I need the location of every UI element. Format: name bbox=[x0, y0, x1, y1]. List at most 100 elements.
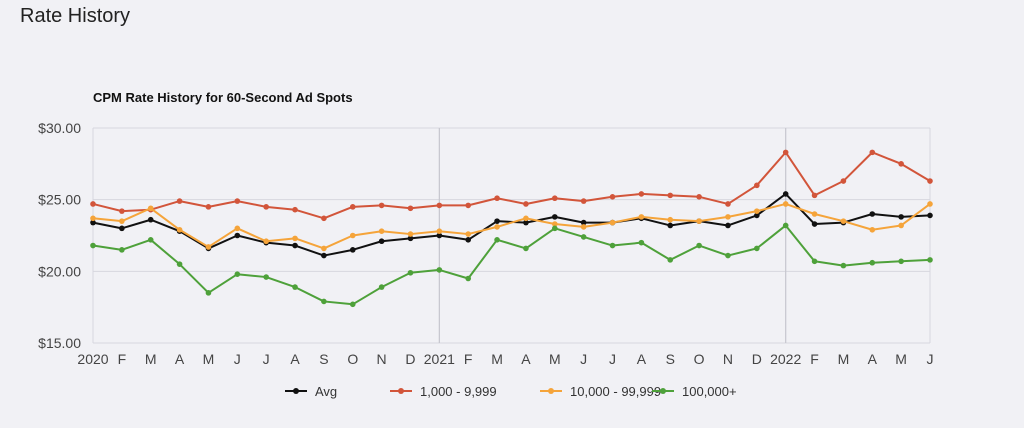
data-point bbox=[840, 178, 847, 184]
x-tick-label: M bbox=[838, 351, 850, 367]
data-point bbox=[321, 252, 327, 259]
x-tick-label: F bbox=[810, 351, 819, 367]
legend: Avg 1,000 - 9,999 10,000 - 99,999 100,000+ bbox=[285, 384, 737, 399]
data-point bbox=[638, 214, 645, 220]
data-point bbox=[465, 231, 472, 237]
y-tick-label: $20.00 bbox=[38, 263, 81, 279]
legend-swatch-marker bbox=[293, 388, 299, 394]
data-point bbox=[609, 194, 616, 200]
data-point bbox=[465, 202, 472, 209]
data-point bbox=[119, 218, 125, 224]
data-point bbox=[638, 191, 645, 197]
series-1 bbox=[90, 149, 933, 222]
data-point bbox=[725, 222, 731, 229]
data-point bbox=[927, 257, 933, 263]
grid-layer bbox=[92, 127, 931, 344]
data-point bbox=[696, 218, 702, 224]
data-point bbox=[234, 232, 241, 239]
data-point bbox=[551, 225, 558, 232]
data-point bbox=[869, 226, 876, 233]
data-point bbox=[205, 290, 212, 296]
data-point bbox=[725, 201, 731, 207]
data-point bbox=[869, 211, 876, 217]
data-point bbox=[782, 201, 789, 207]
legend-swatch-marker bbox=[548, 388, 554, 394]
data-point bbox=[90, 242, 96, 249]
chart-title: CPM Rate History for 60-Second Ad Spots bbox=[93, 90, 353, 105]
data-point bbox=[494, 237, 500, 243]
page-title: Rate History bbox=[20, 5, 131, 27]
x-tick-label: M bbox=[491, 351, 503, 367]
data-point bbox=[147, 205, 154, 212]
y-tick-label: $30.00 bbox=[38, 120, 81, 136]
data-point bbox=[234, 198, 241, 204]
data-point bbox=[840, 218, 847, 224]
x-tick-label: J bbox=[580, 351, 587, 367]
legend-label: Avg bbox=[315, 384, 337, 399]
legend-item: 10,000 - 99,999 bbox=[540, 384, 661, 399]
legend-label: 1,000 - 9,999 bbox=[420, 384, 497, 399]
data-point bbox=[638, 239, 645, 246]
data-point bbox=[754, 212, 760, 219]
data-point bbox=[696, 242, 702, 249]
data-point bbox=[927, 201, 933, 207]
data-point bbox=[580, 219, 587, 226]
legend-label: 100,000+ bbox=[682, 384, 737, 399]
data-point bbox=[147, 237, 154, 243]
data-point bbox=[869, 259, 876, 266]
data-point bbox=[176, 261, 183, 267]
y-tick-label: $15.00 bbox=[38, 335, 81, 351]
series-line bbox=[92, 224, 931, 306]
data-point bbox=[263, 238, 269, 245]
series-line bbox=[92, 151, 931, 220]
data-point bbox=[119, 225, 125, 232]
x-tick-label: M bbox=[145, 351, 157, 367]
data-point bbox=[407, 269, 414, 276]
x-tick-label: S bbox=[319, 351, 328, 367]
data-point bbox=[494, 218, 500, 224]
x-tick-label: J bbox=[609, 351, 616, 367]
data-point bbox=[321, 245, 327, 252]
data-point bbox=[551, 214, 558, 220]
data-point bbox=[263, 204, 269, 210]
x-tick-label: 2021 bbox=[424, 351, 455, 367]
data-point bbox=[523, 245, 529, 252]
data-point bbox=[436, 202, 443, 209]
series-2 bbox=[90, 201, 933, 252]
data-point bbox=[494, 224, 500, 230]
y-tick-label: $25.00 bbox=[38, 192, 81, 208]
data-point bbox=[494, 195, 500, 202]
data-point bbox=[667, 222, 674, 229]
data-point bbox=[147, 216, 154, 223]
x-tick-label: N bbox=[377, 351, 387, 367]
data-point bbox=[523, 201, 529, 207]
data-point bbox=[292, 235, 298, 242]
series-layer bbox=[90, 149, 933, 308]
x-tick-label: D bbox=[752, 351, 762, 367]
x-tick-label: 2020 bbox=[77, 351, 108, 367]
data-point bbox=[840, 262, 847, 269]
data-point bbox=[811, 258, 818, 265]
data-point bbox=[898, 161, 904, 167]
data-point bbox=[667, 192, 674, 199]
data-point bbox=[609, 242, 616, 249]
data-point bbox=[811, 221, 818, 227]
data-point bbox=[696, 194, 702, 200]
data-point bbox=[378, 238, 385, 245]
data-point bbox=[90, 219, 96, 226]
data-point bbox=[898, 214, 904, 220]
x-tick-label: A bbox=[290, 351, 300, 367]
data-point bbox=[205, 244, 212, 250]
x-tick-label: M bbox=[895, 351, 907, 367]
x-tick-label: M bbox=[549, 351, 561, 367]
data-point bbox=[292, 284, 298, 290]
data-point bbox=[523, 215, 529, 222]
x-tick-label: A bbox=[175, 351, 185, 367]
data-point bbox=[176, 226, 183, 233]
data-point bbox=[465, 275, 472, 282]
data-point bbox=[811, 192, 818, 199]
data-point bbox=[119, 208, 125, 214]
data-point bbox=[898, 222, 904, 229]
data-point bbox=[725, 214, 731, 220]
